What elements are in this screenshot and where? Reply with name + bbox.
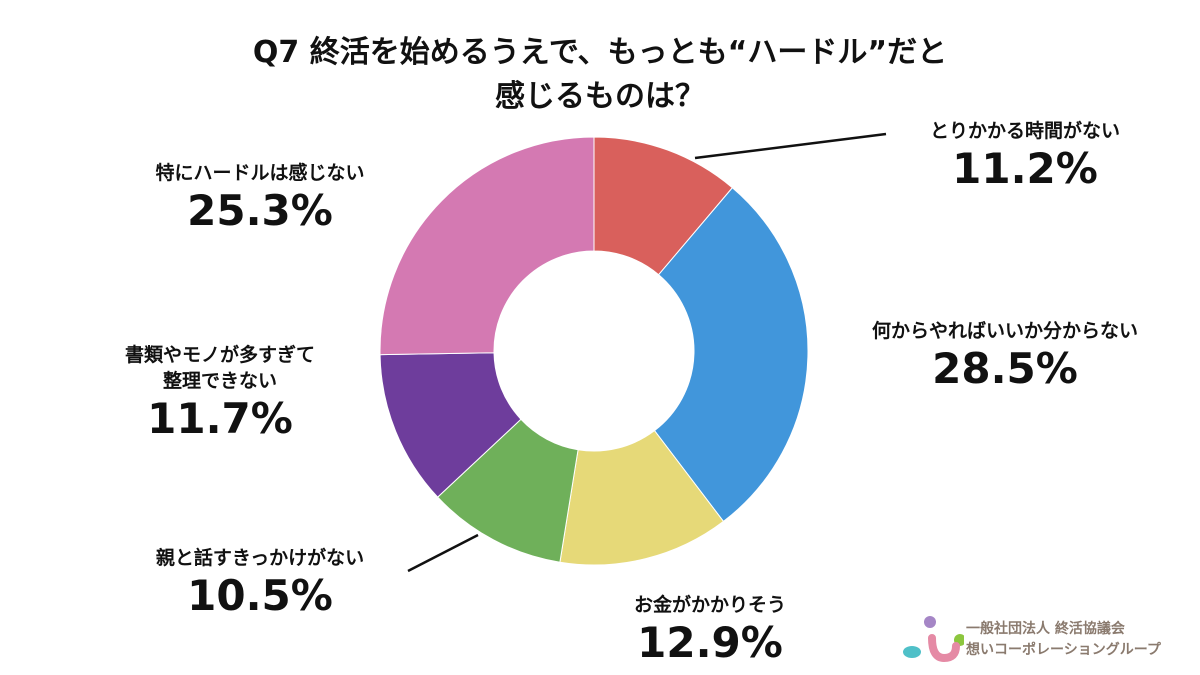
slice-name: 何からやればいいか分からない <box>871 320 1138 342</box>
leader-line-time <box>694 132 887 160</box>
slice-name: お金がかかりそう <box>633 594 786 616</box>
logo-line1: 一般社団法人 終活協議会 <box>966 621 1125 637</box>
donut-slice-1 <box>653 187 809 523</box>
leader-line-parents <box>407 533 479 573</box>
organization-logo: 一般社団法人 終活協議会 想いコーポレーショングループ <box>898 612 1198 663</box>
slice-value: 28.5% <box>932 344 1078 393</box>
logo-line2: 想いコーポレーショングループ <box>966 642 1161 658</box>
slice-label-money: お金がかかりそう 12.9% <box>590 592 830 668</box>
donut-slice-2 <box>559 429 725 566</box>
slice-label-none: 特にハードルは感じない 25.3% <box>100 160 420 236</box>
chart-title-line2: 感じるものは？ <box>495 79 705 114</box>
slice-value: 11.7% <box>147 394 293 443</box>
slice-value: 25.3% <box>187 186 333 235</box>
slice-name: 親と話すきっかけがない <box>155 547 365 569</box>
logo-mark-icon <box>903 616 966 663</box>
donut-slice-5 <box>379 136 595 356</box>
slice-value: 12.9% <box>637 618 783 667</box>
slice-value: 10.5% <box>187 571 333 620</box>
slice-label-documents: 書類やモノが多すぎて 整理できない 11.7% <box>80 342 360 444</box>
slice-name: 特にハードルは感じない <box>155 162 365 184</box>
slice-label-time: とりかかる時間がない 11.2% <box>880 118 1170 194</box>
slice-label-dont-know: 何からやればいいか分からない 28.5% <box>820 318 1190 394</box>
slice-name: 書類やモノが多すぎて 整理できない <box>124 344 315 392</box>
slice-name: とりかかる時間がない <box>929 120 1120 142</box>
chart-title-line1: Q7 終活を始めるうえで、もっとも“ハードル”だと <box>252 35 948 70</box>
slice-label-parents: 親と話すきっかけがない 10.5% <box>120 545 400 621</box>
slice-value: 11.2% <box>952 144 1098 193</box>
